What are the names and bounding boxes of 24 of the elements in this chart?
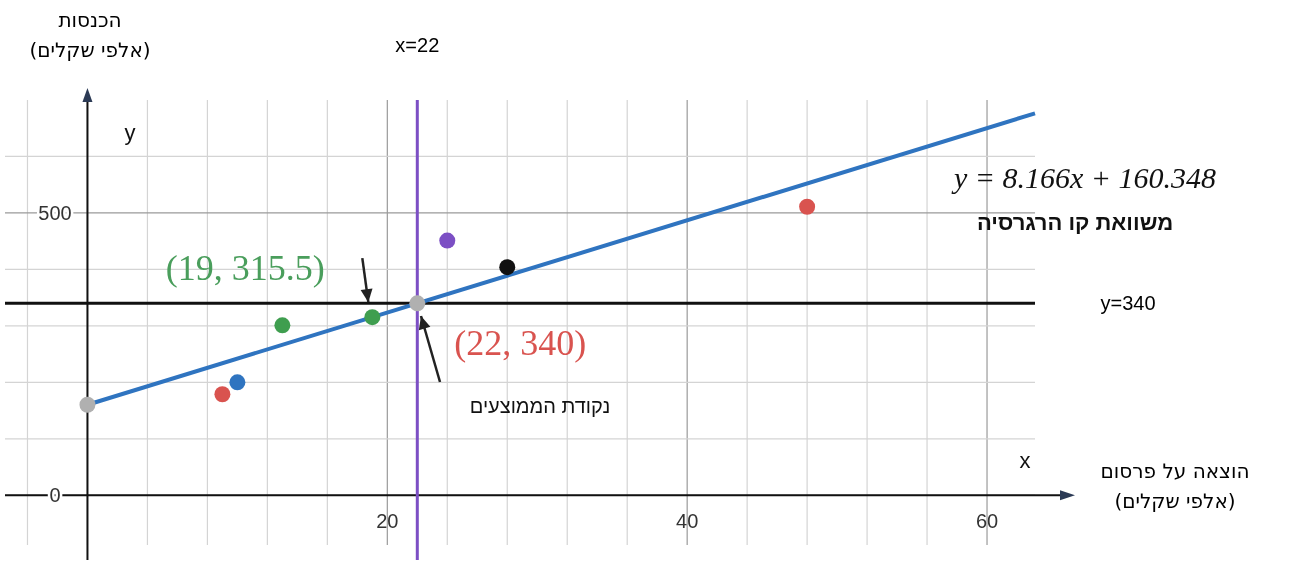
point xyxy=(274,317,291,334)
point xyxy=(229,374,246,391)
annotation: y xyxy=(124,120,136,145)
x-tick-label: 20 xyxy=(376,510,399,533)
annotation: (22, 340) xyxy=(454,323,587,364)
y-axis-title: הכנסות (אלפי שקלים) xyxy=(29,8,151,62)
annotation: נקודת הממוצעים xyxy=(469,395,611,417)
point xyxy=(214,386,231,403)
point xyxy=(364,309,381,326)
ref-line-label: y=340 xyxy=(1100,292,1156,315)
x-tick-label: 60 xyxy=(975,510,999,533)
point xyxy=(409,295,426,312)
point xyxy=(439,232,456,249)
point xyxy=(79,396,96,413)
y-tick-label: 500 xyxy=(38,201,72,224)
point xyxy=(799,198,816,215)
annotation: (19, 315.5) xyxy=(165,248,325,289)
ref-line-label: x=22 xyxy=(395,34,440,56)
point xyxy=(499,259,516,276)
x-tick-label: 40 xyxy=(676,510,699,533)
annotation: משוואת קו הרגרסיה xyxy=(976,210,1174,235)
annotation: x xyxy=(1019,448,1031,473)
annotation: y = 8.166x + 160.348 xyxy=(950,161,1217,194)
x-axis-title: הוצאה על פרסום (אלפי שקלים) xyxy=(1100,459,1250,513)
